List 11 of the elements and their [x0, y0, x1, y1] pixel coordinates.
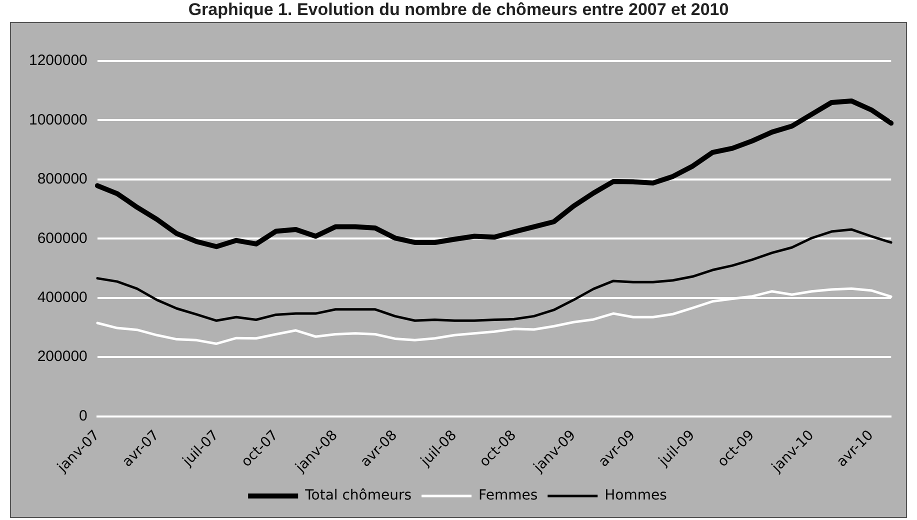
legend-label: Hommes: [604, 488, 667, 504]
y-tick-label: 0: [79, 407, 88, 424]
legend-label: Femmes: [478, 488, 538, 504]
y-tick-label: 200000: [37, 348, 88, 366]
chart-title: Graphique 1. Evolution du nombre de chômeurs entre 2007 et 2010: [187, 0, 730, 21]
y-tick-label: 600000: [37, 230, 88, 247]
y-tick-label: 1200000: [28, 52, 88, 70]
y-tick-label: 800000: [37, 170, 88, 188]
y-tick-label: 1000000: [28, 111, 88, 128]
y-tick-label: 400000: [37, 288, 88, 306]
legend-label: Total chômeurs: [304, 488, 412, 504]
